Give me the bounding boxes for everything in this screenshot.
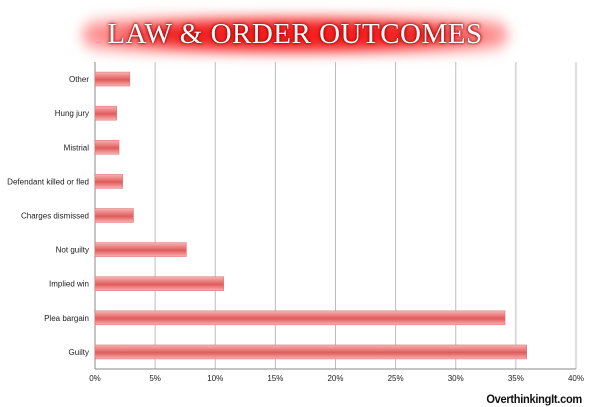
category-label-8: Guilty bbox=[69, 348, 89, 357]
x-tick-label-3: 15% bbox=[267, 374, 283, 383]
category-label-7: Plea bargain bbox=[44, 314, 89, 323]
title-area: LAW & ORDER OUTCOMES bbox=[0, 6, 590, 62]
title-glow bbox=[82, 16, 508, 54]
x-tick-label-8: 40% bbox=[568, 374, 584, 383]
bar-plea-bargain bbox=[94, 310, 506, 326]
category-label-0: Other bbox=[69, 75, 89, 84]
bar-mistrial bbox=[94, 140, 120, 155]
bar-hung-jury bbox=[94, 105, 117, 121]
category-label-5: Not guilty bbox=[56, 246, 89, 255]
bar-charges-dismissed bbox=[94, 208, 134, 223]
watermark: OverthinkingIt.com bbox=[486, 392, 582, 406]
x-tick-label-6: 30% bbox=[448, 374, 464, 383]
category-label-4: Charges dismissed bbox=[21, 212, 89, 221]
x-tick-label-4: 20% bbox=[327, 374, 343, 383]
bar-guilty bbox=[94, 344, 527, 360]
chart-title: LAW & ORDER OUTCOMES bbox=[107, 17, 483, 50]
x-tick-label-7: 35% bbox=[508, 374, 524, 383]
category-label-3: Defendant killed or fled bbox=[7, 177, 89, 186]
bar-defendant-killed-or-fled bbox=[94, 174, 123, 189]
x-tick-label-5: 25% bbox=[388, 374, 404, 383]
category-label-6: Implied win bbox=[49, 280, 89, 289]
bar-other bbox=[94, 71, 131, 87]
bar-not-guilty bbox=[94, 242, 187, 257]
category-label-2: Mistrial bbox=[64, 143, 90, 152]
category-label-1: Hung jury bbox=[55, 109, 89, 118]
x-tick-label-1: 5% bbox=[149, 374, 161, 383]
x-tick-label-0: 0% bbox=[89, 374, 101, 383]
bar-implied-win bbox=[94, 276, 224, 291]
x-tick-label-2: 10% bbox=[207, 374, 223, 383]
